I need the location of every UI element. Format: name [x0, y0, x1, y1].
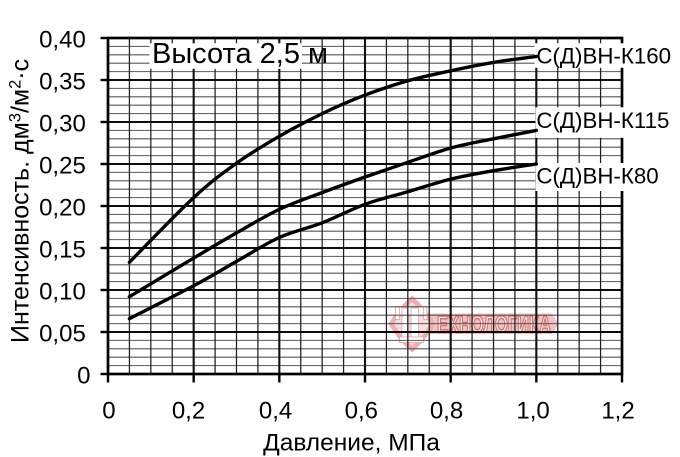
- svg-text:0,4: 0,4: [259, 398, 292, 425]
- svg-text:0,25: 0,25: [39, 153, 86, 180]
- svg-text:0: 0: [77, 363, 90, 390]
- svg-text:Высота 2,5 м: Высота 2,5 м: [152, 38, 328, 70]
- svg-text:С(Д)ВН-К160: С(Д)ВН-К160: [536, 44, 671, 69]
- svg-text:0,30: 0,30: [39, 111, 86, 138]
- svg-text:0,05: 0,05: [39, 321, 86, 348]
- svg-text:0,6: 0,6: [345, 398, 378, 425]
- svg-text:Интенсивность. дм3/м2·с: Интенсивность. дм3/м2·с: [7, 59, 35, 343]
- svg-text:С(Д)ВН-К80: С(Д)ВН-К80: [536, 164, 658, 189]
- svg-text:0,10: 0,10: [39, 279, 86, 306]
- svg-text:Давление, МПа: Давление, МПа: [263, 429, 440, 456]
- svg-text:0,2: 0,2: [172, 398, 205, 425]
- svg-text:0,8: 0,8: [430, 398, 463, 425]
- svg-text:0,40: 0,40: [39, 27, 86, 54]
- svg-text:1,0: 1,0: [516, 398, 549, 425]
- svg-text:0: 0: [102, 398, 115, 425]
- svg-text:0,15: 0,15: [39, 237, 86, 264]
- svg-text:0,35: 0,35: [39, 69, 86, 96]
- svg-text:С(Д)ВН-К115: С(Д)ВН-К115: [536, 108, 669, 133]
- svg-text:1,2: 1,2: [601, 398, 634, 425]
- svg-text:0,20: 0,20: [39, 195, 86, 222]
